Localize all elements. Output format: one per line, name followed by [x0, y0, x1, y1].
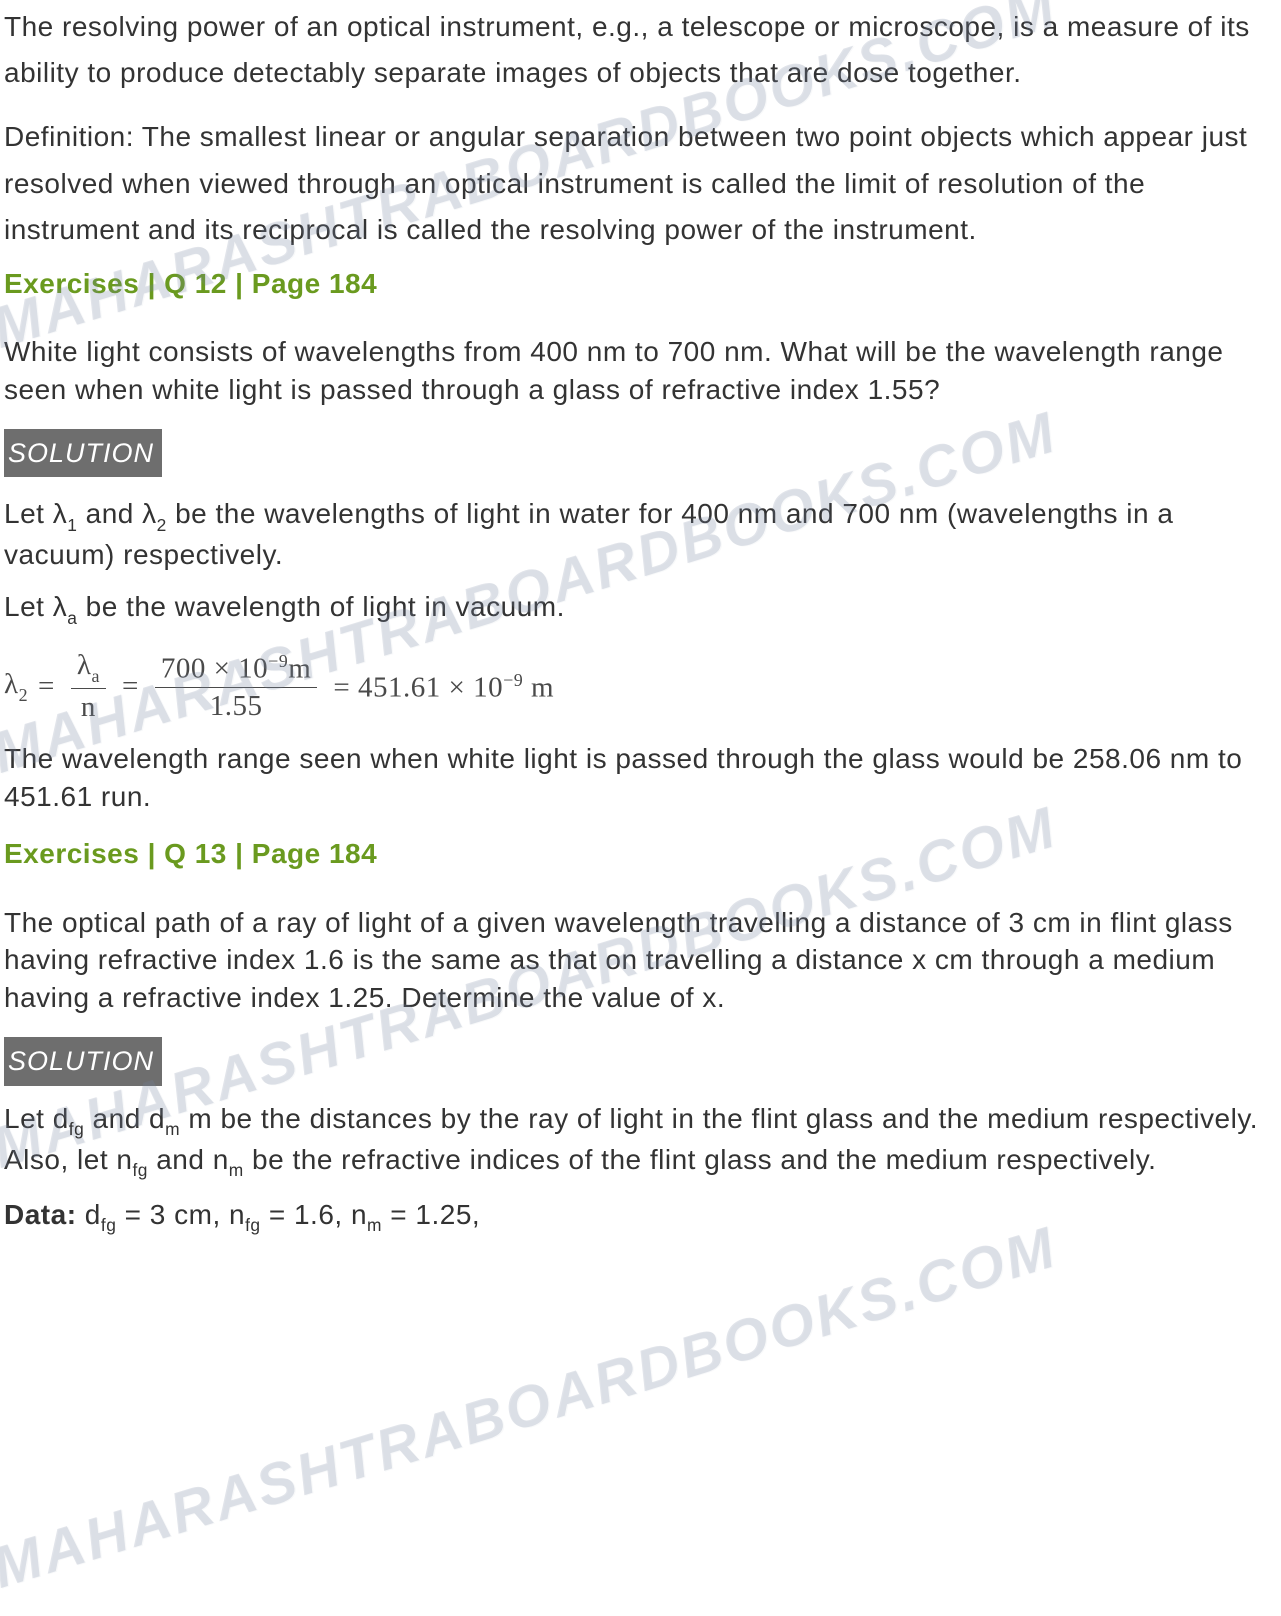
solution-paragraph: Let λa be the wavelength of light in vac…	[4, 588, 1281, 629]
text: d	[85, 1199, 101, 1230]
subscript: 1	[67, 515, 77, 535]
solution-paragraph: Let λ1 and λ2 be the wavelengths of ligh…	[4, 495, 1281, 574]
equals-sign: =	[122, 672, 139, 701]
watermark: MAHARASHTRABOARDBOOKS.COM	[0, 1200, 1069, 1616]
numerator: 700 × 10−9m	[155, 652, 318, 689]
question-text: White light consists of wavelengths from…	[4, 333, 1281, 409]
subscript: 2	[19, 685, 28, 705]
denominator: 1.55	[204, 688, 269, 721]
text: and n	[148, 1144, 229, 1175]
subscript: a	[67, 608, 77, 628]
subscript: a	[91, 666, 99, 686]
solution-paragraph: The wavelength range seen when white lig…	[4, 740, 1281, 816]
math-rhs: = 451.61 × 10−9 m	[333, 671, 554, 703]
text: be the wavelength of light in vacuum.	[77, 591, 565, 622]
text: = 3 cm, n	[116, 1199, 245, 1230]
superscript: −9	[268, 651, 288, 671]
subscript: fg	[69, 1119, 84, 1139]
subscript: m	[165, 1119, 180, 1139]
numerator: λa	[71, 651, 106, 689]
text: Let λ	[4, 498, 67, 529]
body-paragraph: Definition: The smallest linear or angul…	[4, 114, 1281, 253]
text: and λ	[77, 498, 156, 529]
question-text: The optical path of a ray of light of a …	[4, 904, 1281, 1017]
superscript: −9	[503, 670, 523, 690]
data-label: Data:	[4, 1199, 85, 1230]
data-line: Data: dfg = 3 cm, nfg = 1.6, nm = 1.25,	[4, 1196, 1281, 1237]
body-paragraph: The resolving power of an optical instru…	[4, 4, 1281, 96]
text: be the wavelengths of light in water for…	[4, 498, 1173, 570]
equals-sign: =	[38, 672, 55, 701]
text: = 1.25,	[382, 1199, 480, 1230]
subscript: m	[229, 1160, 244, 1180]
text: be the refractive indices of the flint g…	[244, 1144, 1157, 1175]
subscript: 2	[157, 515, 167, 535]
subscript: fg	[245, 1215, 260, 1235]
fraction: λa n	[71, 651, 106, 722]
denominator: n	[75, 689, 102, 722]
equation: λ2 = λa n = 700 × 10−9m 1.55 = 451.61 × …	[4, 651, 1281, 722]
text: λ	[4, 668, 19, 700]
text: Let λ	[4, 591, 67, 622]
text: Let d	[4, 1103, 69, 1134]
text: λ	[77, 649, 92, 681]
text: m	[288, 652, 311, 684]
math-lhs: λ2	[4, 670, 28, 703]
solution-paragraph: Let dfg and dm m be the distances by the…	[4, 1100, 1281, 1182]
text: = 1.6, n	[261, 1199, 367, 1230]
exercise-heading: Exercises | Q 12 | Page 184	[4, 261, 1281, 307]
subscript: fg	[101, 1215, 116, 1235]
subscript: m	[367, 1215, 382, 1235]
text: = 451.61 × 10	[333, 671, 503, 703]
solution-label: SOLUTION	[4, 429, 162, 478]
subscript: fg	[132, 1160, 147, 1180]
fraction: 700 × 10−9m 1.55	[155, 652, 318, 722]
text: and d	[84, 1103, 165, 1134]
text: m	[523, 671, 554, 703]
text: 700 × 10	[161, 652, 268, 684]
solution-label: SOLUTION	[4, 1037, 162, 1086]
exercise-heading: Exercises | Q 13 | Page 184	[4, 831, 1281, 877]
